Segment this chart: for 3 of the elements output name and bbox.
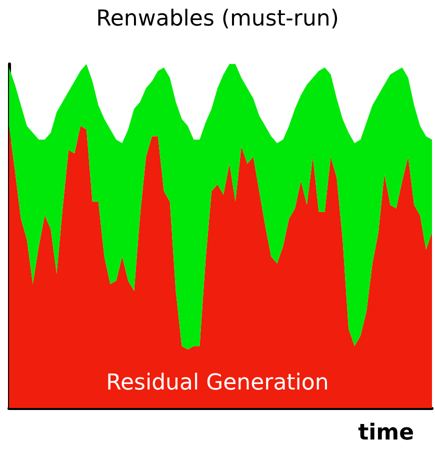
- series-label: Renwables (must-run): [96, 6, 339, 32]
- series-label: Residual Generation: [106, 370, 329, 396]
- x-axis-title: time: [358, 420, 414, 446]
